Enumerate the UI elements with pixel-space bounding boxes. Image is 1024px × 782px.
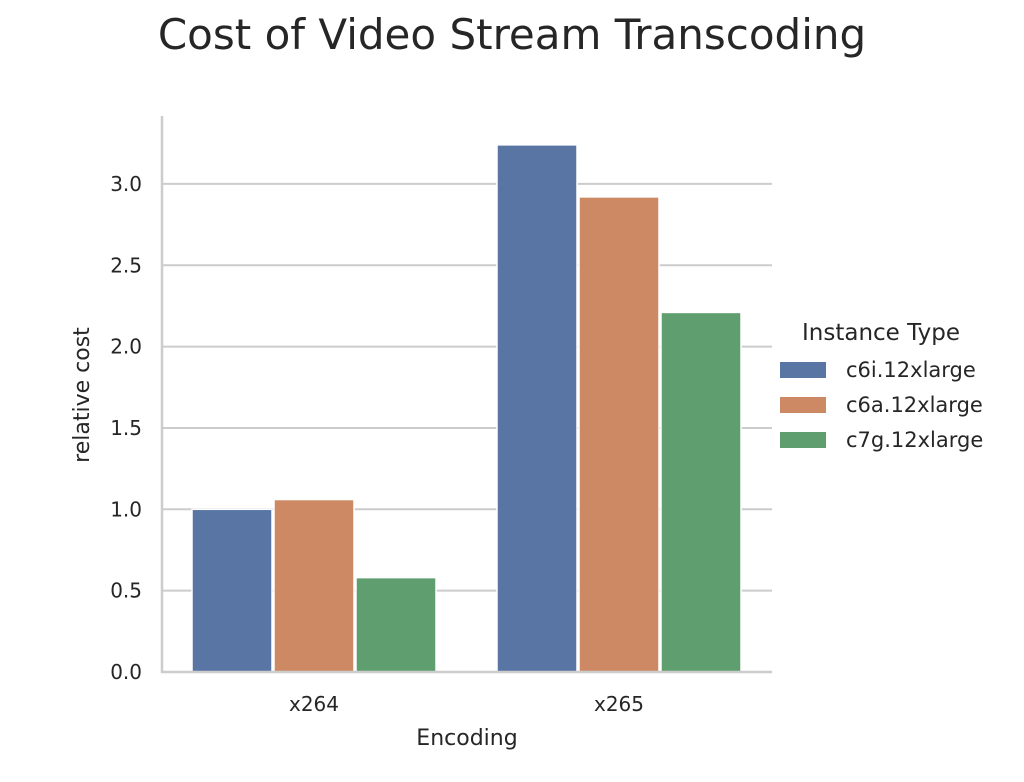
legend-item-c6i: c6i.12xlarge bbox=[780, 352, 983, 387]
y-tick-label: 2.5 bbox=[110, 253, 142, 277]
legend-title: Instance Type bbox=[802, 320, 960, 346]
legend-label-c7g: c7g.12xlarge bbox=[846, 427, 984, 452]
chart-title: Cost of Video Stream Transcoding bbox=[0, 10, 1024, 59]
y-tick-label: 2.0 bbox=[110, 335, 142, 359]
legend-swatch-c7g bbox=[780, 431, 826, 448]
x-tick-label: x264 bbox=[289, 692, 339, 716]
bar-x265-c6i bbox=[496, 144, 578, 673]
legend-label-c6i: c6i.12xlarge bbox=[846, 357, 976, 382]
bar-x264-c6a bbox=[273, 498, 355, 673]
x-tick-label: x265 bbox=[594, 692, 644, 716]
legend-label-c6a: c6a.12xlarge bbox=[846, 392, 983, 417]
chart-title-text: Cost of Video Stream Transcoding bbox=[157, 10, 867, 59]
bar-x265-c6a bbox=[578, 196, 660, 673]
y-tick-label: 1.0 bbox=[110, 497, 142, 521]
y-tick-label: 3.0 bbox=[110, 172, 142, 196]
y-tick-label: 0.0 bbox=[110, 660, 142, 684]
legend-item-c6a: c6a.12xlarge bbox=[780, 387, 983, 422]
legend-swatch-c6i bbox=[780, 361, 826, 378]
y-tick-label: 1.5 bbox=[110, 416, 142, 440]
legend-swatch-c6a bbox=[780, 396, 826, 413]
bar-x264-c6i bbox=[191, 508, 273, 673]
y-tick-label: 0.5 bbox=[110, 579, 142, 603]
x-axis-label: Encoding bbox=[416, 726, 517, 751]
bar-x264-c7g bbox=[355, 576, 437, 673]
y-axis-label: relative cost bbox=[70, 327, 95, 463]
bar-x265-c7g bbox=[660, 311, 742, 673]
legend-item-c7g: c7g.12xlarge bbox=[780, 422, 983, 457]
legend: Instance Type c6i.12xlarge c6a.12xlarge … bbox=[780, 320, 983, 457]
